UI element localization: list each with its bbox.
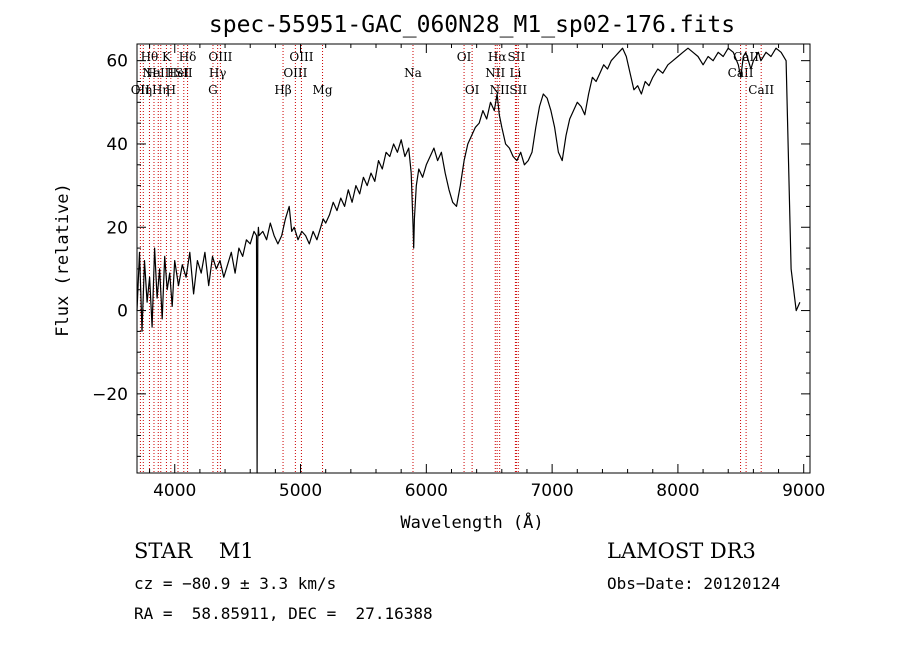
x-tick-label: 9000: [782, 481, 825, 501]
line-markers: OIIHηHθHιNeIIIHηKHHeISIIHδGHγOIIIHβOIIIO…: [131, 45, 774, 472]
marker-label: Li: [509, 66, 521, 80]
x-tick-label: 6000: [405, 481, 448, 501]
marker-label: OI: [457, 50, 472, 64]
marker-label: Hα: [488, 50, 507, 64]
chart-title: spec-55951-GAC_060N28_M1_sp02-176.fits: [209, 12, 735, 38]
obs-date: Obs−Date: 20120124: [607, 574, 781, 593]
marker-label: NII: [485, 66, 505, 80]
marker-label: OIII: [283, 66, 307, 80]
spectrum-line: [136, 47, 801, 474]
marker-label: SII: [509, 83, 527, 97]
y-tick-label: 60: [106, 52, 128, 72]
x-tick-label: 8000: [656, 481, 699, 501]
marker-label: Hδ: [179, 50, 197, 64]
marker-label: OIII: [289, 50, 313, 64]
marker-label: NII: [490, 83, 510, 97]
axes: 4000 5000 6000 7000 8000 9000 −20 0 20 40 60: [92, 44, 825, 501]
x-axis-label: Wavelength (Å): [400, 511, 543, 533]
spectrum-layer: [136, 47, 801, 474]
marker-label: CaII: [748, 83, 774, 97]
marker-label: Mg: [313, 83, 333, 97]
marker-label: OI: [465, 83, 480, 97]
marker-label: G: [208, 83, 218, 97]
y-axis-label: Flux (relative): [53, 183, 73, 337]
marker-label: SII: [175, 66, 193, 80]
x-tick-label: 7000: [530, 481, 573, 501]
marker-label: Hη: [134, 83, 152, 97]
y-tick-label: 40: [106, 135, 128, 155]
plot-frame: [136, 43, 811, 474]
spectrum-chart: spec-55951-GAC_060N28_M1_sp02-176.fits O…: [53, 12, 825, 533]
y-tick-label: 0: [117, 302, 128, 322]
object-type: STAR M1: [134, 539, 254, 563]
x-tick-label: 4000: [153, 481, 196, 501]
marker-label: CaII: [728, 66, 754, 80]
marker-label: Na: [404, 66, 422, 80]
marker-label: H: [166, 83, 176, 97]
marker-label: Hβ: [274, 83, 291, 97]
marker-label: Hγ: [209, 66, 227, 80]
marker-label: K: [162, 50, 172, 64]
x-tick-label: 5000: [279, 481, 322, 501]
y-tick-label: 20: [106, 218, 128, 238]
y-tick-label: −20: [92, 385, 128, 405]
marker-label: OII: [131, 83, 151, 97]
survey-name: LAMOST DR3: [607, 539, 756, 563]
redshift-text: cz = −80.9 ± 3.3 km/s: [134, 574, 337, 593]
marker-label: CaII: [733, 50, 759, 64]
marker-label: OIII: [208, 50, 232, 64]
marker-label: Hη: [152, 83, 170, 97]
coordinates: RA = 58.85911, DEC = 27.16388: [134, 604, 433, 623]
marker-label: Hθ: [141, 50, 159, 64]
marker-label: SII: [508, 50, 526, 64]
